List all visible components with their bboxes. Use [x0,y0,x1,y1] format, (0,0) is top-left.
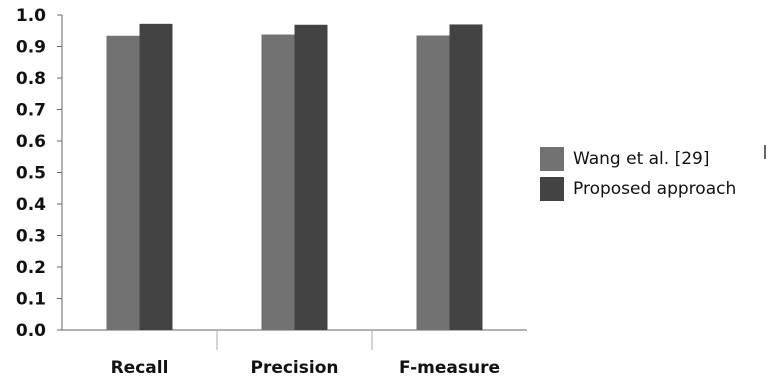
legend-item-proposed: Proposed approach [540,174,736,204]
bar-wang-recall [106,35,140,330]
decorative-mark [764,145,766,159]
x-tick-label: Recall [111,358,169,377]
y-tick-label: 0.2 [16,258,46,278]
y-tick-label: 0.9 [16,38,46,58]
bars [106,23,483,330]
x-tick-label: F-measure [399,358,500,377]
legend-label-wang: Wang et al. [29] [573,149,710,169]
legend-swatch-proposed [540,177,564,201]
y-tick-label: 0.6 [16,132,46,152]
y-tick-label: 0.4 [16,195,46,215]
x-axis: Recall Precision F-measure [62,329,527,377]
legend: Wang et al. [29] Proposed approach [540,144,736,204]
y-tick-label: 0.5 [16,164,46,184]
bar-wang-precision [261,34,295,330]
bar-chart: 0.0 0.1 0.2 0.3 0.4 0.5 0.6 0.7 0.8 0.9 1.0 Recall… [16,6,527,377]
x-tick-label: Precision [250,358,338,377]
bar-proposed-recall [139,23,173,330]
bar-wang-fmeasure [416,35,450,330]
y-tick-label: 0.8 [16,69,46,89]
y-tick-label: 0.7 [16,101,46,121]
legend-item-wang: Wang et al. [29] [540,144,736,174]
y-tick-label: 0.0 [16,321,46,341]
y-tick-label: 1.0 [16,6,46,26]
legend-label-proposed: Proposed approach [573,179,737,199]
y-tick-label: 0.3 [16,227,46,247]
y-axis: 0.0 0.1 0.2 0.3 0.4 0.5 0.6 0.7 0.8 0.9 1.0 [16,6,63,341]
bar-proposed-fmeasure [449,24,483,330]
legend-swatch-wang [540,147,564,171]
y-tick-label: 0.1 [16,290,46,310]
bar-proposed-precision [294,24,328,330]
